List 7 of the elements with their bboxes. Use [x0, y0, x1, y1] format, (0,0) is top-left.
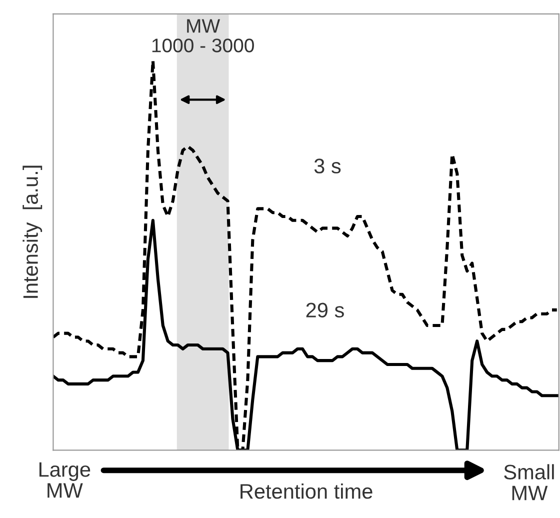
- y-axis-title: Intensity [a.u.]: [22, 166, 42, 298]
- text: Small MW: [504, 464, 554, 500]
- text: 3 s: [314, 158, 341, 174]
- x-axis-title: Retention time: [240, 483, 372, 499]
- text: MW 1000 - 3000: [152, 19, 254, 52]
- text: Large MW: [39, 462, 90, 498]
- series-label: 29 s: [306, 302, 344, 318]
